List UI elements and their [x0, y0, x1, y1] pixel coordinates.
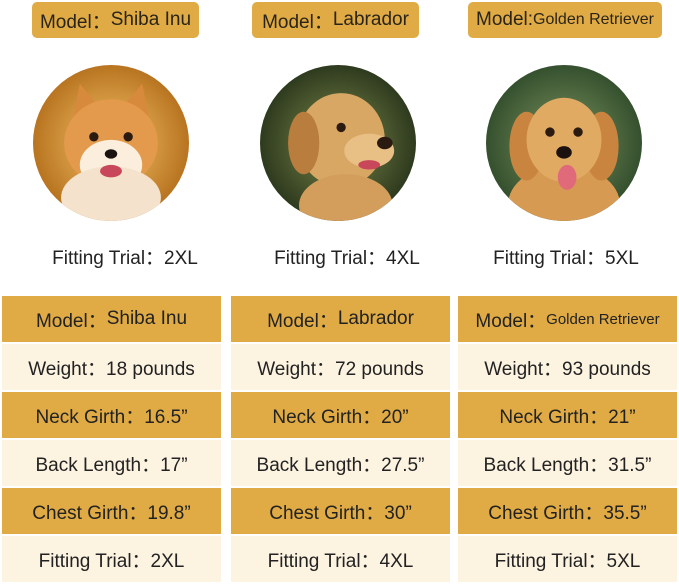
fitting-trial-row: Fitting Trial：2XL [2, 536, 221, 582]
model-row: Model： Golden Retriever [458, 296, 677, 342]
chest-girth-row: Chest Girth：19.8” [2, 488, 221, 534]
back-length-row: Back Length：31.5” [458, 440, 677, 486]
neck-girth-row: Neck Girth：20” [231, 392, 450, 438]
fitting-trial-caption: Fitting Trial：2XL [52, 248, 198, 269]
model-badge-golden: Model: Golden Retriever [468, 2, 662, 38]
chest-girth-row: Chest Girth：30” [231, 488, 450, 534]
model-badge-shiba: Model： Shiba Inu [32, 2, 199, 38]
neck-girth-row: Neck Girth：16.5” [2, 392, 221, 438]
fitting-trial-caption: Fitting Trial：4XL [274, 248, 420, 269]
size-table-labrador: Model： Labrador Weight：72 pounds Neck Gir… [231, 296, 450, 584]
model-row: Model： Shiba Inu [2, 296, 221, 342]
badge-prefix: Model： [39, 11, 111, 33]
fitting-trial-row: Fitting Trial：5XL [458, 536, 677, 582]
chest-girth-row: Chest Girth：35.5” [458, 488, 677, 534]
size-table-golden: Model： Golden Retriever Weight：93 pounds … [458, 296, 677, 584]
weight-row: Weight：93 pounds [458, 344, 677, 390]
back-length-row: Back Length：17” [2, 440, 221, 486]
back-length-row: Back Length：27.5” [231, 440, 450, 486]
model-label: Model： [35, 310, 107, 332]
size-table-shiba: Model： Shiba Inu Weight：18 pounds Neck Gi… [2, 296, 221, 584]
fitting-trial-caption: Fitting Trial：5XL [493, 248, 639, 269]
weight-row: Weight：72 pounds [231, 344, 450, 390]
badge-name: Labrador [332, 9, 409, 30]
model-badge-labrador: Model： Labrador [252, 2, 419, 38]
model-label: Model： [267, 310, 338, 332]
badge-name: Golden Retriever [533, 11, 654, 28]
model-value: Golden Retriever [546, 310, 660, 328]
model-value: Labrador [337, 308, 414, 329]
shiba-inu-photo [33, 65, 189, 221]
weight-row: Weight：18 pounds [2, 344, 221, 390]
badge-prefix: Model： [262, 11, 333, 33]
neck-girth-row: Neck Girth：21” [458, 392, 677, 438]
model-row: Model： Labrador [231, 296, 450, 342]
fitting-trial-row: Fitting Trial：4XL [231, 536, 450, 582]
model-value: Shiba Inu [106, 308, 188, 329]
badge-name: Shiba Inu [110, 9, 192, 30]
labrador-photo [260, 65, 416, 221]
model-label: Model： [475, 310, 547, 332]
badge-prefix: Model: [476, 9, 534, 30]
golden-retriever-photo [486, 65, 642, 221]
